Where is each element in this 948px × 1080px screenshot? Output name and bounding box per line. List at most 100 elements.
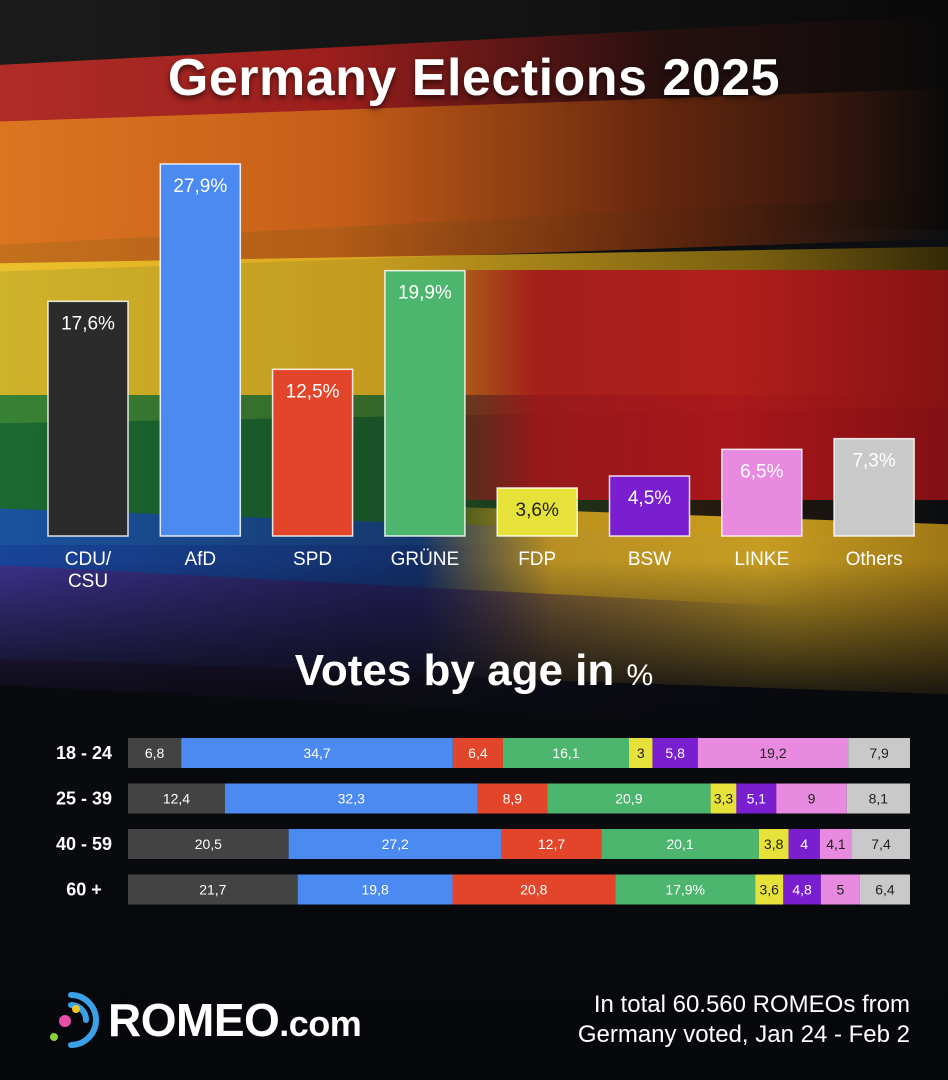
age-segment-value: 16,1 xyxy=(552,745,579,761)
age-segment-value: 5 xyxy=(837,882,845,898)
age-segment xyxy=(502,738,629,768)
bar-group-6: 6,5% LINKE xyxy=(721,448,803,570)
bar-group-3: 19,9% GRÜNE xyxy=(384,269,466,570)
age-segment-value: 8,1 xyxy=(869,791,889,807)
age-group-label: 60 + xyxy=(66,880,102,900)
age-segment xyxy=(128,829,289,859)
age-segment-value: 19,8 xyxy=(361,882,388,898)
segment-group: 20,1 xyxy=(601,829,759,859)
segment-group: 21,7 xyxy=(128,874,298,905)
romeo-logo-name: ROMEO xyxy=(108,994,280,1046)
age-segment xyxy=(776,783,847,814)
segment-group: 27,2 xyxy=(288,829,502,859)
category-label: BSW xyxy=(628,549,671,570)
age-segment-value: 5,8 xyxy=(665,745,685,761)
bar-value-label: 7,3% xyxy=(852,451,895,472)
segment-group: 17,9% xyxy=(615,874,756,905)
age-segment xyxy=(710,783,737,814)
age-segment xyxy=(846,783,910,814)
segment-group: 3,6 xyxy=(755,874,784,905)
age-segment xyxy=(758,829,789,859)
bar-value-label: 17,6% xyxy=(61,313,115,334)
age-segment xyxy=(859,874,910,905)
segment-group: 20,9 xyxy=(547,783,711,814)
age-chart-title-unit: % xyxy=(626,659,654,692)
age-segment xyxy=(697,738,849,768)
age-segment xyxy=(755,874,784,905)
age-segment-value: 27,2 xyxy=(382,836,409,852)
age-segment xyxy=(788,829,820,859)
age-segment-value: 5,1 xyxy=(747,791,767,807)
age-segment-value: 3 xyxy=(637,745,645,761)
segment-group: 7,4 xyxy=(852,829,910,859)
segment-group: 8,9 xyxy=(477,783,548,814)
bar xyxy=(159,163,242,537)
bar xyxy=(721,448,803,537)
age-segment xyxy=(128,874,298,905)
bar-group-1: 27,9% AfD xyxy=(159,163,242,570)
bar xyxy=(271,368,354,537)
age-segment-value: 20,9 xyxy=(615,791,642,807)
age-segment xyxy=(820,874,860,905)
romeo-logo-suffix: .com xyxy=(279,1003,362,1044)
segment-group: 5 xyxy=(820,874,860,905)
segment-group: 5,8 xyxy=(652,738,698,768)
footnote-line-1: In total 60.560 ROMEOs from xyxy=(593,991,910,1018)
segment-group: 4,8 xyxy=(783,874,821,905)
age-segment-value: 19,2 xyxy=(759,745,786,761)
age-segment-value: 20,5 xyxy=(195,836,222,852)
age-segment xyxy=(452,874,616,905)
bar-value-label: 19,9% xyxy=(398,283,452,304)
segment-group: 32,3 xyxy=(224,783,478,814)
age-segment xyxy=(601,829,759,859)
segment-group: 19,2 xyxy=(697,738,849,768)
age-segment-value: 7,9 xyxy=(869,745,889,761)
category-label: AfD xyxy=(184,549,216,570)
bar xyxy=(496,487,578,537)
age-group-label: 25 - 39 xyxy=(56,789,112,809)
background-fade xyxy=(0,560,948,1080)
bar xyxy=(47,300,129,537)
footnote-line-2: Germany voted, Jan 24 - Feb 2 xyxy=(577,1021,910,1048)
age-segment xyxy=(615,874,756,905)
segment-group: 12,4 xyxy=(128,783,225,814)
age-segment xyxy=(783,874,821,905)
category-label: Others xyxy=(846,549,903,570)
segment-group: 3,8 xyxy=(758,829,789,859)
bar-value-label: 12,5% xyxy=(286,381,340,402)
bar-value-label: 6,5% xyxy=(740,461,783,482)
age-segment xyxy=(128,738,182,768)
age-segment xyxy=(819,829,853,859)
bar-value-label: 3,6% xyxy=(516,500,559,521)
segment-group: 4,1 xyxy=(819,829,853,859)
bar-value-label: 4,5% xyxy=(628,488,671,509)
votes-by-age-chart: 18 - 24 6,8 34,7 6,4 16,1 3 5,8 19,2 7,9 25 - 39 1… xyxy=(56,738,910,905)
age-segment-value: 20,1 xyxy=(666,836,693,852)
bar xyxy=(608,475,691,537)
age-segment xyxy=(452,738,503,768)
segment-group: 8,1 xyxy=(846,783,910,814)
age-segment xyxy=(547,783,711,814)
bar-group-4: 3,6% FDP xyxy=(496,487,578,570)
segment-group: 3 xyxy=(628,738,653,768)
age-segment-value: 17,9% xyxy=(665,882,705,898)
segment-group: 6,8 xyxy=(128,738,182,768)
category-label: CSU xyxy=(68,571,108,592)
bar xyxy=(833,437,915,537)
bar-value-label: 27,9% xyxy=(173,176,227,197)
age-group-label: 40 - 59 xyxy=(56,834,112,854)
age-segment-value: 21,7 xyxy=(199,882,226,898)
romeo-logo-text: ROMEO.com xyxy=(108,993,362,1047)
age-segment-value: 6,4 xyxy=(468,745,488,761)
age-segment-value: 4,8 xyxy=(792,882,812,898)
segment-group: 6,4 xyxy=(452,738,503,768)
age-segment-value: 4 xyxy=(800,836,808,852)
segment-group: 9 xyxy=(776,783,847,814)
age-chart-title: Votes by age in % xyxy=(0,646,948,696)
age-segment-value: 7,4 xyxy=(871,836,891,852)
age-segment-value: 6,4 xyxy=(875,882,895,898)
bar-group-2: 12,5% SPD xyxy=(271,368,354,570)
age-segment-value: 32,3 xyxy=(338,791,365,807)
bar-group-5: 4,5% BSW xyxy=(608,475,691,570)
